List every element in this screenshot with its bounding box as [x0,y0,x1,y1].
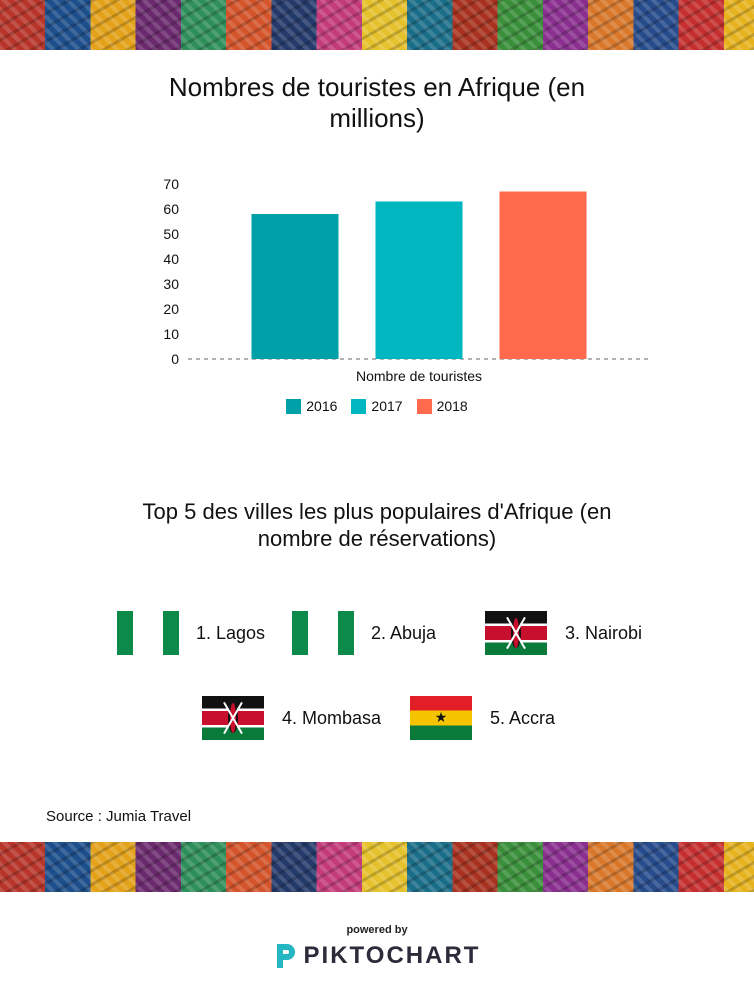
city-label: 4. Mombasa [282,707,382,728]
city-label: 3. Nairobi [565,622,643,643]
fabric-banner-bottom [0,842,754,892]
chart-legend: 2016 2017 2018 [0,398,754,414]
piktochart-logo-icon [276,944,295,968]
city-label: 5. Accra [490,707,556,728]
brand-name: PIKTOCHART [303,942,481,969]
y-tick-label: 50 [163,226,179,242]
city-item-nairobi: 3. Nairobi [485,611,642,655]
y-tick-label: 20 [163,301,179,317]
city-label: 1. Lagos [196,622,266,643]
bar-2017 [375,201,463,359]
y-tick-label: 10 [163,326,179,342]
legend-item-2018: 2018 [416,398,468,414]
y-tick-label: 60 [163,201,179,217]
nigeria-flag-icon [292,611,354,655]
city-item-accra: ★ 5. Accra [410,696,555,740]
legend-item-2017: 2017 [351,398,403,414]
footer: powered by PIKTOCHART [0,924,754,970]
legend-swatch [351,398,367,414]
legend-label: 2017 [371,398,403,414]
chart-title: Nombres de touristes en Afrique (en mill… [168,72,586,133]
legend-swatch [416,398,432,414]
legend-label: 2016 [306,398,338,414]
brand-link[interactable]: PIKTOCHART [0,942,754,970]
bar-2016 [251,214,339,359]
city-item-abuja: 2. Abuja [292,611,436,655]
kenya-flag-icon [202,696,264,740]
fabric-banner-top [0,0,754,50]
powered-by-text: powered by [346,924,408,936]
y-tick-label: 30 [163,276,179,292]
ghana-flag-icon: ★ [410,696,472,740]
legend-label: 2018 [436,398,468,414]
y-tick-label: 40 [163,251,179,267]
y-tick-label: 0 [171,351,179,367]
top-cities-title: Top 5 des villes les plus populaires d'A… [142,499,612,551]
legend-swatch [286,398,302,414]
bar-chart: 0 10 20 30 40 50 60 70 Nombre de touristes [163,176,650,384]
y-tick-label: 70 [163,176,179,192]
city-item-mombasa: 4. Mombasa [202,696,381,740]
legend-item-2016: 2016 [286,398,337,414]
city-label: 2. Abuja [371,622,437,643]
bar-2018 [499,191,587,359]
x-category-label: Nombre de touristes [356,368,482,384]
city-item-lagos: 1. Lagos [117,611,265,655]
source-note: Source : Jumia Travel [46,808,192,825]
kenya-flag-icon [485,611,547,655]
nigeria-flag-icon [117,611,179,655]
